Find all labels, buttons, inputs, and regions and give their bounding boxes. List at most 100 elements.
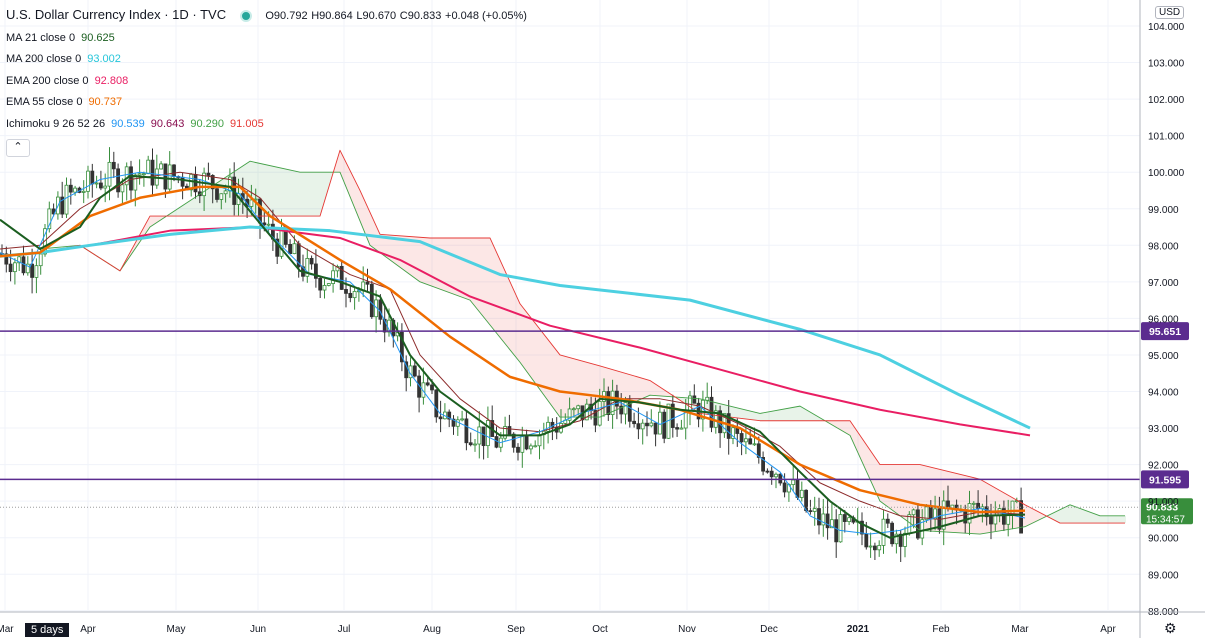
- candle-body: [842, 514, 847, 522]
- cloud-segment: [565, 356, 568, 418]
- candle-body: [146, 159, 151, 175]
- y-tick-label: 104.000: [1148, 22, 1185, 33]
- currency-badge[interactable]: USD: [1155, 6, 1185, 19]
- cloud-segment: [1060, 508, 1063, 524]
- cloud-segment: [1057, 509, 1060, 524]
- cloud-segment: [271, 165, 274, 217]
- cloud-segment: [1084, 509, 1087, 524]
- y-tick-label: 102.000: [1148, 95, 1185, 106]
- indicator-row[interactable]: EMA 200 close 0 92.808: [6, 71, 527, 93]
- candle-body: [765, 470, 770, 473]
- cloud-segment: [451, 237, 454, 295]
- cloud-segment: [1063, 506, 1066, 524]
- cloud-segment: [1051, 512, 1054, 520]
- cloud-segment: [190, 198, 193, 217]
- cloud-segment: [1096, 514, 1099, 524]
- cloud-segment: [781, 409, 784, 421]
- cloud-segment: [547, 338, 550, 404]
- y-tick-label: 98.000: [1148, 241, 1179, 252]
- ohlc-close: C90.833: [399, 10, 442, 22]
- cloud-segment: [463, 237, 466, 299]
- cloud-segment: [133, 241, 136, 252]
- cloud-segment: [904, 464, 907, 521]
- candle-body: [593, 410, 598, 426]
- cloud-segment: [178, 206, 181, 217]
- candle-body: [658, 411, 662, 435]
- symbol-title[interactable]: U.S. Dollar Currency Index · 1D · TVC: [6, 7, 227, 22]
- cloud-segment: [817, 416, 820, 421]
- candle-body: [774, 473, 778, 478]
- cloud-segment: [637, 376, 640, 401]
- candle-body: [344, 289, 348, 294]
- cloud-segment: [280, 167, 283, 217]
- cloud-segment: [406, 236, 409, 274]
- indicator-label: EMA 200 close 0: [6, 74, 89, 87]
- candle-body: [434, 389, 439, 418]
- cloud-segment: [556, 349, 559, 416]
- cloud-segment: [973, 477, 976, 534]
- cloud-segment: [640, 377, 643, 400]
- cloud-segment: [754, 411, 757, 421]
- cloud-segment: [373, 218, 376, 250]
- candle-body: [808, 510, 813, 513]
- candle-body: [150, 159, 155, 186]
- cloud-segment: [409, 236, 412, 277]
- indicator-row[interactable]: MA 200 close 0 93.002: [6, 49, 527, 71]
- cloud-segment: [154, 216, 157, 225]
- cloud-segment: [388, 234, 391, 261]
- candle-body: [739, 433, 744, 443]
- candle-body: [907, 514, 912, 534]
- cloud-segment: [775, 410, 778, 421]
- candle-body: [309, 258, 314, 265]
- candle-body: [662, 411, 667, 439]
- cloud-segment: [187, 200, 190, 217]
- indicator-label: EMA 55 close 0: [6, 96, 83, 108]
- candle-body: [645, 422, 649, 427]
- cloud-segment: [868, 447, 871, 482]
- indicator-row[interactable]: MA 21 close 0 90.625: [6, 28, 527, 50]
- cloud-segment: [343, 156, 346, 187]
- cloud-segment: [859, 433, 862, 462]
- y-tick-label: 101.000: [1148, 132, 1185, 143]
- y-tick-label: 95.000: [1148, 351, 1179, 362]
- cloud-segment: [457, 237, 460, 297]
- cloud-segment: [499, 257, 502, 340]
- cloud-segment: [415, 236, 418, 281]
- cloud-segment: [514, 290, 517, 359]
- cloud-segment: [520, 303, 523, 367]
- candle-body: [339, 265, 344, 290]
- ohlc-change: +0.048 (+0.05%): [445, 10, 527, 22]
- cloud-segment: [265, 164, 268, 217]
- candle-body: [60, 196, 65, 215]
- candle-body: [606, 391, 611, 415]
- timeframe-button[interactable]: 5 days: [25, 623, 70, 637]
- cloud-segment: [574, 358, 577, 418]
- cloud-segment: [856, 429, 859, 456]
- cloud-segment: [748, 410, 751, 420]
- cloud-segment: [517, 297, 520, 363]
- candle-body: [834, 519, 839, 543]
- indicator-row[interactable]: EMA 55 close 0 90.737: [6, 92, 527, 114]
- cloud-segment: [535, 322, 538, 387]
- candle-body: [838, 514, 843, 543]
- cloud-segment: [196, 194, 199, 217]
- candle-body: [460, 418, 465, 421]
- cloud-segment: [361, 192, 364, 231]
- cloud-segment: [658, 385, 661, 396]
- indicator-row[interactable]: Ichimoku 9 26 52 26 90.539 90.643 90.290 91.…: [6, 114, 527, 136]
- cloud-segment: [577, 359, 580, 418]
- candle-body: [425, 382, 430, 386]
- y-tick-label: 96.000: [1148, 314, 1179, 325]
- candle-body: [215, 188, 219, 200]
- symbol-row[interactable]: U.S. Dollar Currency Index · 1D · TVC O9…: [6, 4, 527, 28]
- candle-body: [477, 426, 482, 445]
- candle-body: [572, 408, 576, 411]
- candle-body: [877, 545, 882, 551]
- level-price-tag: [1141, 322, 1189, 341]
- chevron-up-icon[interactable]: ⌃: [6, 139, 30, 157]
- gear-icon[interactable]: ⚙: [1164, 620, 1177, 636]
- cloud-segment: [412, 236, 415, 279]
- candle-body: [34, 265, 39, 278]
- cloud-segment: [1102, 515, 1105, 524]
